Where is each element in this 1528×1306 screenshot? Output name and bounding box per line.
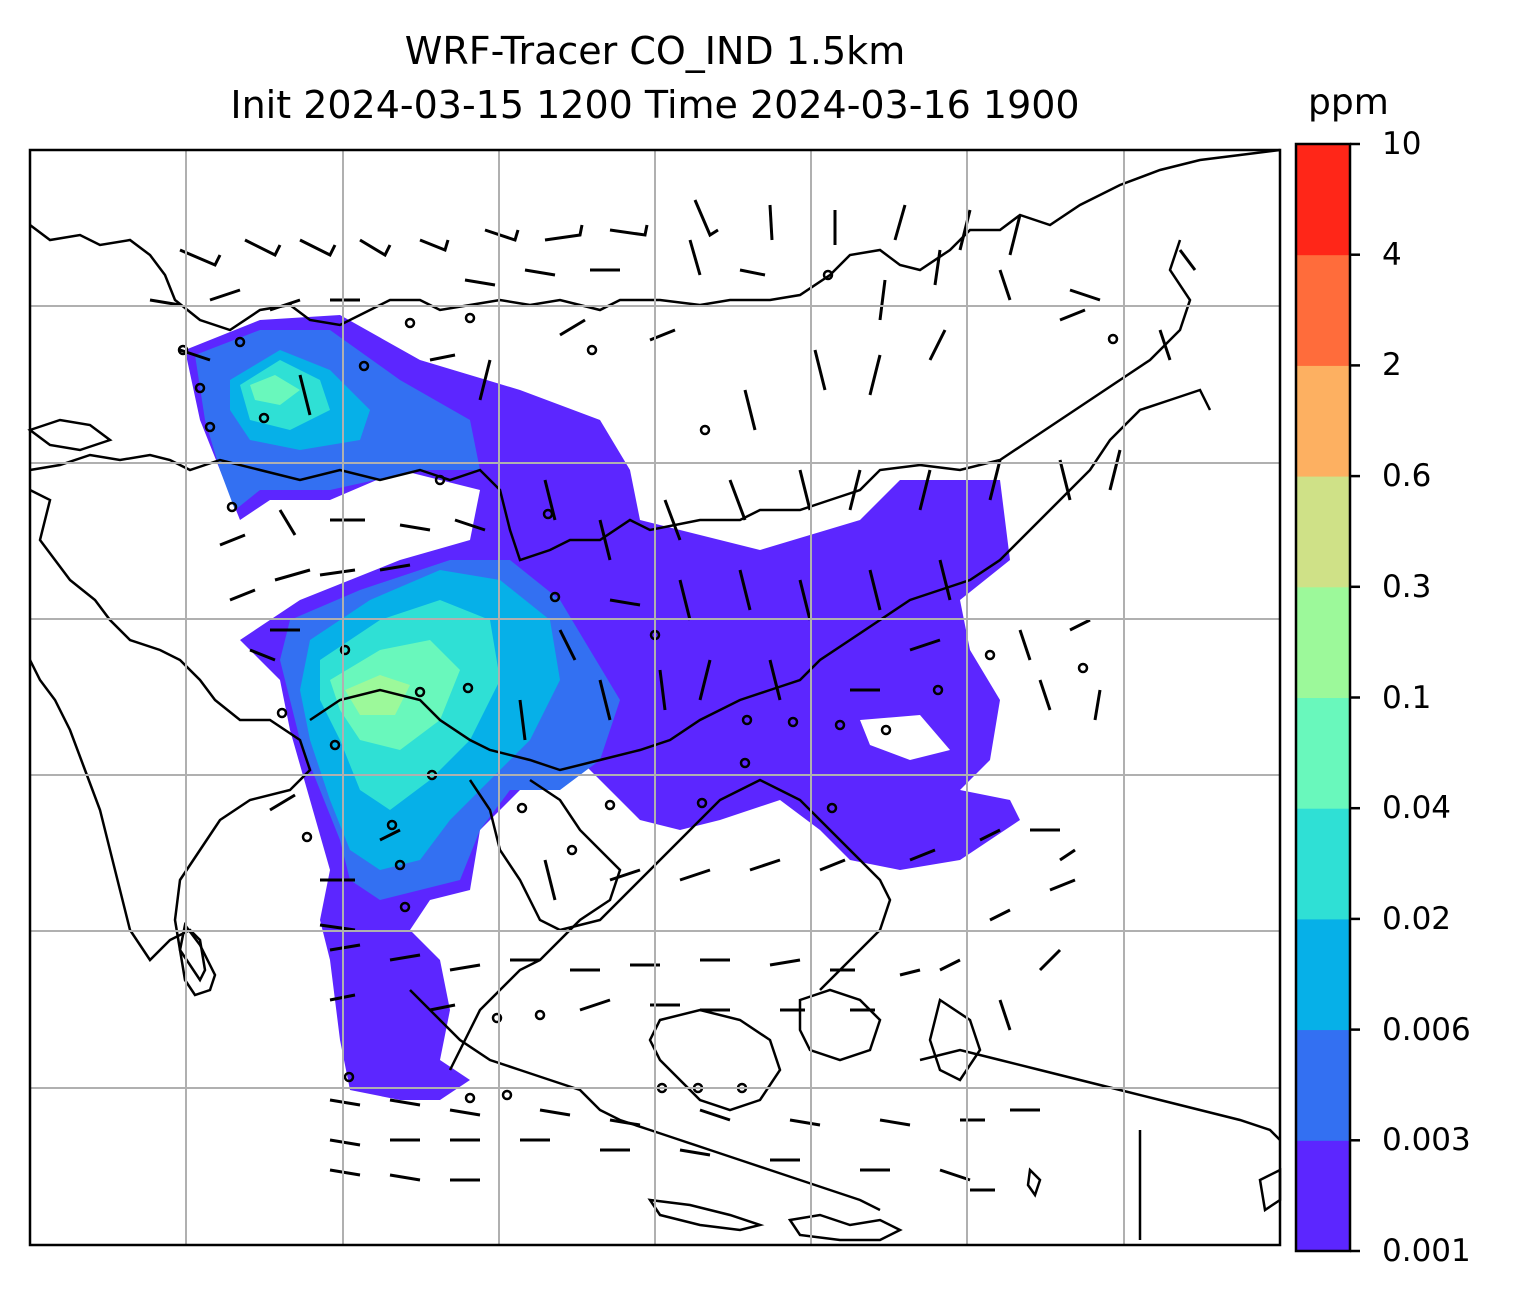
colorbar-tick-label: 0.3 <box>1382 568 1432 605</box>
gridlines <box>30 150 1280 1245</box>
colorbar-swatch <box>1296 808 1350 920</box>
colorbar-tick-label: 0.02 <box>1382 900 1452 937</box>
colorbar-tick-label: 0.1 <box>1382 679 1432 716</box>
colorbar-swatch <box>1296 144 1350 256</box>
colorbar-swatch <box>1296 697 1350 809</box>
co-tracer-shading <box>185 315 1020 1100</box>
wind-barbs <box>149 199 1197 1192</box>
colorbar-tick-label: 0.003 <box>1382 1122 1471 1159</box>
colorbar-swatch <box>1296 1029 1350 1141</box>
colorbar-swatch <box>1296 586 1350 698</box>
colorbar-tick-label: 0.006 <box>1382 1011 1471 1048</box>
colorbar-tick-label: 4 <box>1382 236 1402 273</box>
colorbar-swatch <box>1296 1140 1350 1252</box>
chart-title-line1: WRF-Tracer CO_IND 1.5km <box>404 29 906 73</box>
colorbar-tick-label: 0.001 <box>1382 1233 1471 1269</box>
colorbar-swatch <box>1296 254 1350 366</box>
plume-level-0.1 <box>345 675 410 715</box>
colorbar-tick-label: 10 <box>1382 126 1422 162</box>
coastlines-and-borders <box>27 148 1282 1242</box>
map-frame <box>28 148 1282 1247</box>
colorbar-unit-label: ppm <box>1308 82 1389 123</box>
colorbar-tick-label: 0.04 <box>1382 790 1452 827</box>
colorbar-tick-label: 2 <box>1382 347 1402 384</box>
colorbar-swatch <box>1296 476 1350 588</box>
chart-title-line2: Init 2024-03-15 1200 Time 2024-03-16 190… <box>230 83 1080 127</box>
colorbar-swatch <box>1296 365 1350 477</box>
colorbar-tick-label: 0.6 <box>1382 458 1432 495</box>
colorbar <box>1294 142 1360 1253</box>
plume-level-0.04 <box>250 375 300 405</box>
colorbar-swatch <box>1296 918 1350 1031</box>
